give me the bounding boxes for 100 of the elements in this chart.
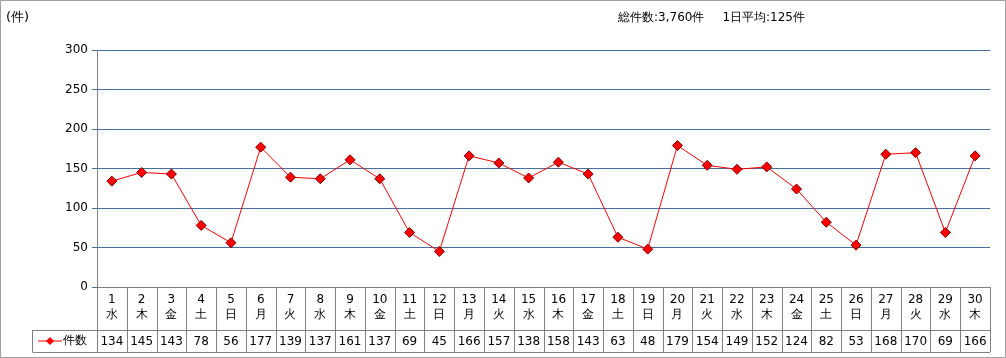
point	[701, 159, 713, 171]
data-label: 78	[193, 334, 209, 349]
data-label: 143	[159, 334, 183, 349]
data-label: 137	[368, 334, 392, 349]
point	[433, 245, 445, 257]
point	[374, 173, 386, 185]
point	[939, 226, 951, 238]
data-label: 69	[401, 334, 418, 349]
x-tick-label: 14 火	[491, 292, 507, 321]
data-label: 138	[517, 334, 541, 349]
point	[612, 231, 624, 243]
data-label: 168	[874, 334, 898, 349]
point	[552, 156, 564, 168]
x-tick-label: 18 土	[610, 292, 626, 321]
point	[642, 243, 654, 255]
x-tick-label: 26 日	[848, 292, 864, 321]
data-label: 152	[755, 334, 779, 349]
x-tick-label: 29 水	[937, 292, 953, 321]
data-label: 134	[100, 334, 124, 349]
text: 1日平均:125件	[722, 10, 805, 25]
data-label: 154	[695, 334, 719, 349]
x-tick-label: 11 土	[401, 292, 418, 321]
x-tick-label: 3 金	[165, 292, 178, 321]
point	[493, 157, 505, 169]
point	[582, 168, 594, 180]
x-tick-label: 4 土	[195, 292, 208, 321]
data-label: 166	[963, 334, 987, 349]
data-label: 149	[725, 334, 749, 349]
data-label: 170	[904, 334, 928, 349]
data-label: 161	[338, 334, 362, 349]
y-tick-label: 150	[65, 160, 88, 175]
data-label: 145	[130, 334, 154, 349]
x-tick-label: 7 火	[284, 292, 297, 321]
data-label: 53	[848, 334, 864, 349]
x-tick-label: 28 火	[907, 292, 924, 321]
point	[106, 175, 118, 187]
data-label: 56	[223, 334, 239, 349]
x-tick-label: 6 月	[254, 292, 267, 321]
x-tick-label: 16 木	[550, 292, 567, 321]
x-tick-label: 30 木	[967, 292, 983, 321]
x-tick-label: 15 水	[520, 292, 537, 321]
x-tick-label: 20 月	[669, 292, 686, 321]
x-tick-label: 12 日	[431, 292, 447, 321]
data-label: 48	[640, 334, 656, 349]
point	[731, 163, 743, 175]
x-tick-label: 27 月	[878, 292, 894, 321]
point	[761, 161, 773, 173]
data-label: 166	[457, 334, 481, 349]
y-tick-label: 100	[65, 200, 88, 215]
point	[225, 237, 237, 249]
data-label: 177	[249, 334, 273, 349]
x-tick-label: 17 金	[580, 292, 596, 321]
x-tick-label: 1 水	[105, 292, 118, 321]
y-tick-label: 200	[65, 121, 88, 136]
data-label: 157	[487, 334, 511, 349]
data-label: 143	[576, 334, 600, 349]
point	[165, 168, 177, 180]
data-label: 45	[431, 334, 447, 349]
x-tick-label: 8 水	[314, 292, 327, 321]
point	[880, 148, 892, 160]
y-axis-title: (件)	[6, 9, 30, 25]
x-tick-label: 25 土	[818, 292, 834, 321]
y-tick-label: 0	[80, 279, 88, 294]
point	[791, 183, 803, 195]
x-tick-label: 19 日	[640, 292, 656, 321]
data-label: 82	[818, 334, 834, 349]
data-label: 139	[279, 334, 302, 349]
point	[404, 226, 416, 238]
data-label: 124	[785, 334, 808, 349]
point	[523, 172, 535, 184]
point	[195, 219, 207, 231]
point	[314, 173, 326, 185]
x-tick-label: 24 金	[788, 292, 805, 321]
x-tick-label: 23 木	[759, 292, 775, 321]
data-label: 69	[937, 334, 953, 349]
x-tick-label: 2 木	[135, 292, 148, 321]
point	[820, 216, 832, 228]
x-tick-label: 13 月	[461, 292, 477, 321]
point	[463, 150, 475, 162]
point	[284, 171, 296, 183]
legend-label: 件数	[63, 333, 87, 348]
point	[136, 166, 148, 178]
point	[850, 239, 862, 251]
data-label: 179	[666, 334, 689, 349]
y-tick-label: 250	[65, 81, 88, 96]
y-tick-label: 300	[65, 42, 88, 57]
x-tick-label: 21 火	[699, 292, 715, 321]
point	[910, 147, 922, 159]
data-label: 137	[308, 334, 332, 349]
point	[671, 140, 683, 152]
x-tick-label: 9 木	[344, 292, 357, 321]
point	[255, 141, 267, 153]
data-label: 63	[610, 334, 626, 349]
data-label: 158	[546, 334, 570, 349]
point	[969, 150, 981, 162]
y-tick-label: 50	[72, 239, 88, 254]
point	[344, 154, 356, 166]
x-tick-label: 10 金	[372, 292, 388, 321]
text: 総件数:3,760件	[617, 10, 705, 25]
x-tick-label: 5 日	[224, 292, 237, 321]
